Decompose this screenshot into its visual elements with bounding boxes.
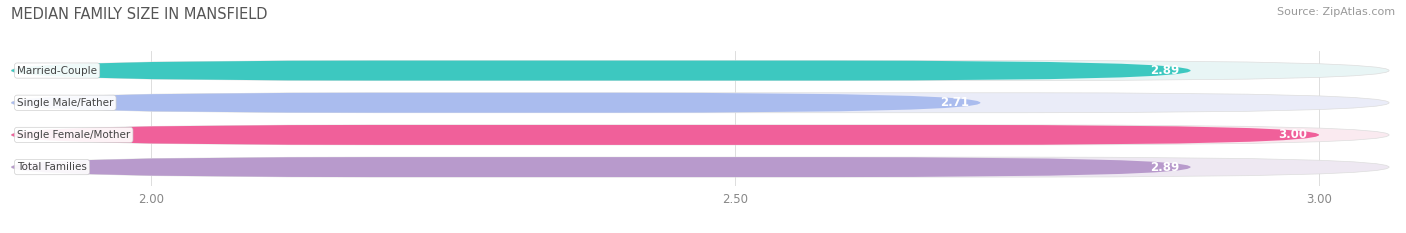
Text: Single Female/Mother: Single Female/Mother xyxy=(17,130,131,140)
Text: 3.00: 3.00 xyxy=(1278,128,1308,141)
FancyBboxPatch shape xyxy=(11,61,1191,81)
Text: Source: ZipAtlas.com: Source: ZipAtlas.com xyxy=(1277,7,1395,17)
FancyBboxPatch shape xyxy=(11,157,1191,177)
Text: 2.71: 2.71 xyxy=(939,96,969,109)
Text: Single Male/Father: Single Male/Father xyxy=(17,98,114,108)
FancyBboxPatch shape xyxy=(11,125,1319,145)
FancyBboxPatch shape xyxy=(11,125,1389,145)
Text: MEDIAN FAMILY SIZE IN MANSFIELD: MEDIAN FAMILY SIZE IN MANSFIELD xyxy=(11,7,267,22)
FancyBboxPatch shape xyxy=(11,157,1389,177)
Text: 2.89: 2.89 xyxy=(1150,161,1180,174)
FancyBboxPatch shape xyxy=(11,93,980,113)
Text: 2.89: 2.89 xyxy=(1150,64,1180,77)
Text: Total Families: Total Families xyxy=(17,162,87,172)
FancyBboxPatch shape xyxy=(11,61,1389,81)
FancyBboxPatch shape xyxy=(11,93,1389,113)
Text: Married-Couple: Married-Couple xyxy=(17,65,97,75)
